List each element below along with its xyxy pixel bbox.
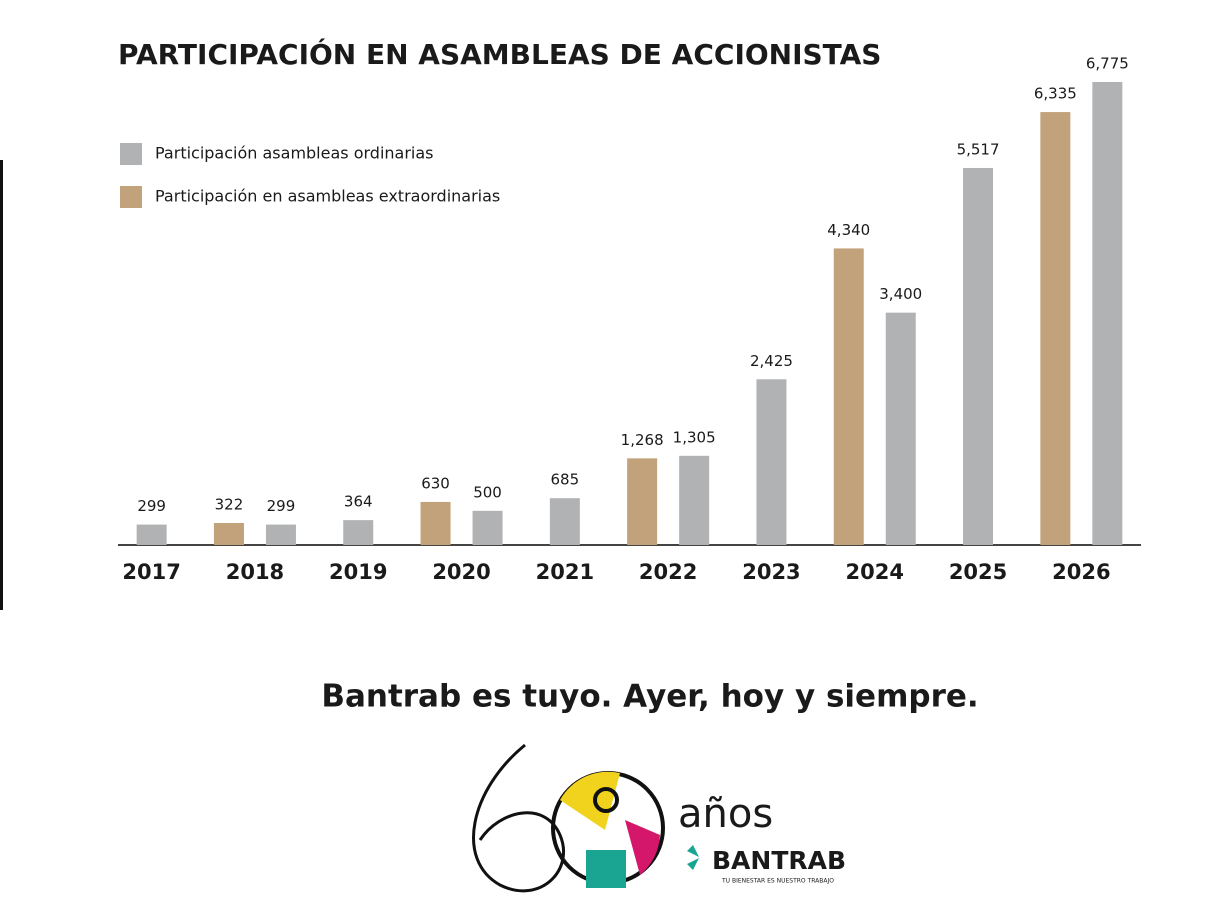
value-label: 6,335	[1034, 85, 1077, 103]
bar	[963, 167, 994, 545]
value-label: 6,775	[1086, 55, 1129, 73]
bar	[136, 524, 167, 545]
value-label: 2,425	[750, 352, 793, 370]
x-tick-label: 2022	[639, 560, 697, 584]
x-tick-label: 2026	[1052, 560, 1110, 584]
legend-label: Participación asambleas ordinarias	[155, 144, 434, 163]
chart-title: PARTICIPACIÓN EN ASAMBLEAS DE ACCIONISTA…	[118, 37, 881, 71]
legend-swatch	[120, 143, 142, 165]
value-label: 322	[215, 495, 244, 513]
value-label: 299	[267, 497, 296, 515]
value-label: 1,305	[673, 428, 716, 446]
value-label: 4,340	[827, 221, 870, 239]
bar	[549, 498, 580, 545]
logo-six	[472, 743, 566, 893]
value-label: 1,268	[621, 431, 664, 449]
bar	[1040, 112, 1071, 546]
bar	[885, 312, 916, 545]
value-label: 685	[551, 471, 580, 489]
x-tick-label: 2023	[742, 560, 800, 584]
value-label: 364	[344, 493, 373, 511]
logo-pink	[625, 820, 660, 875]
x-tick-label: 2019	[329, 560, 387, 584]
logo-brand: BANTRAB	[712, 846, 846, 875]
bar	[1092, 82, 1123, 545]
value-label: 3,400	[879, 285, 922, 303]
x-tick-label: 2025	[949, 560, 1007, 584]
legend-swatch	[120, 186, 142, 208]
logo-yellow	[560, 771, 620, 830]
tagline: Bantrab es tuyo. Ayer, hoy y siempre.	[321, 679, 978, 715]
bar	[343, 520, 374, 545]
bar	[679, 455, 710, 545]
logo: años BANTRAB TU BIENESTAR ES NUESTRO TRA…	[472, 743, 846, 893]
x-tick-label: 2017	[122, 560, 180, 584]
logo-star	[687, 845, 699, 870]
edge-line	[0, 160, 3, 610]
logo-head	[593, 787, 619, 813]
logo-teal	[586, 850, 626, 888]
bar	[833, 248, 864, 545]
bar	[265, 524, 296, 545]
logo-years: años	[678, 791, 773, 837]
value-label: 630	[421, 474, 450, 492]
bar	[213, 522, 244, 545]
bar	[756, 379, 787, 545]
value-label: 5,517	[957, 140, 1000, 158]
x-tick-label: 2021	[536, 560, 594, 584]
bar	[420, 501, 451, 545]
bar	[472, 510, 503, 545]
x-tick-label: 2018	[226, 560, 284, 584]
logo-slogan: TU BIENESTAR ES NUESTRO TRABAJO	[721, 878, 834, 885]
x-tick-label: 2020	[432, 560, 490, 584]
legend-label: Participación en asambleas extraordinari…	[155, 187, 500, 206]
value-label: 500	[473, 483, 502, 501]
x-tick-label: 2024	[846, 560, 904, 584]
bar	[627, 458, 658, 545]
value-label: 299	[137, 497, 166, 515]
